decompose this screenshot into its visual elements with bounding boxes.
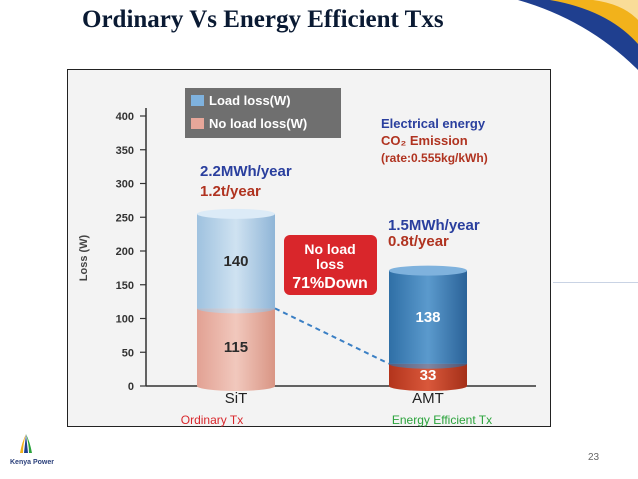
legend-label-load: Load loss(W) (209, 93, 291, 108)
bar-no-load-loss-sit (197, 308, 275, 391)
bar-segment-divider (389, 358, 467, 369)
y-axis-label: Loss (W) (78, 234, 90, 281)
callout-line-2: loss (316, 256, 344, 272)
amt-energy-label: 1.5MWh/year (388, 217, 480, 234)
y-tick-label: 350 (116, 145, 134, 157)
reduction-callout: No load loss 71%Down (284, 235, 377, 295)
y-tick-label: 300 (116, 179, 134, 191)
data-label-load: 140 (223, 253, 248, 270)
category-label-sit: SiT (225, 390, 248, 407)
decorative-rule (553, 282, 638, 283)
y-tick-label: 0 (128, 381, 134, 393)
legend-swatch-noload (191, 118, 204, 129)
y-tick-label: 50 (122, 347, 134, 359)
data-label-load: 138 (415, 309, 440, 326)
logo-mark-icon (20, 434, 32, 453)
data-label-no-load: 115 (224, 339, 248, 356)
amt-co2-label: 0.8t/year (388, 233, 449, 250)
legend-box (185, 88, 341, 138)
kenya-power-logo: Kenya Power (10, 432, 56, 466)
y-tick-label: 200 (116, 246, 134, 258)
no-load-reduction-line (274, 307, 390, 365)
energy-header-line-3: (rate:0.555kg/kWh) (381, 151, 488, 165)
sit-energy-label: 2.2MWh/year (200, 163, 292, 180)
chart-panel: Loss (W) 0 50 100 150 200 250 300 350 400 115 140… (67, 69, 551, 427)
legend: Load loss(W) No load loss(W) (185, 88, 341, 138)
page-title: Ordinary Vs Energy Efficient Txs (82, 6, 444, 33)
y-tick-label: 100 (116, 314, 134, 326)
bar-segment-divider (197, 303, 275, 314)
page-number: 23 (588, 452, 600, 463)
energy-header-line-1: Electrical energy (381, 116, 486, 131)
category-label-amt: AMT (412, 390, 444, 407)
energy-header-line-2: CO₂ Emission (381, 133, 468, 148)
legend-label-noload: No load loss(W) (209, 116, 307, 131)
chart: Loss (W) 0 50 100 150 200 250 300 350 400 115 140… (78, 88, 536, 427)
sit-co2-label: 1.2t/year (200, 183, 261, 200)
bar-load-loss-amt (389, 270, 467, 364)
callout-line-1: No load (304, 241, 355, 257)
y-tick-label: 400 (116, 111, 134, 123)
bar-top-cap (389, 265, 467, 276)
y-tick-label: 250 (116, 212, 134, 224)
callout-line-3: 71%Down (292, 275, 368, 292)
y-tick-label: 150 (116, 280, 134, 292)
corner-decoration (518, 0, 638, 70)
category-subtitle-ordinary: Ordinary Tx (181, 413, 243, 427)
category-subtitle-efficient: Energy Efficient Tx (392, 413, 492, 427)
callout-box (284, 235, 377, 295)
legend-swatch-load (191, 95, 204, 106)
bar-load-loss-sit (197, 213, 275, 309)
data-label-no-load: 33 (420, 367, 437, 384)
logo-text: Kenya Power (10, 459, 54, 466)
bar-top-cap (197, 208, 275, 219)
bar-no-load-loss-amt (389, 363, 467, 391)
